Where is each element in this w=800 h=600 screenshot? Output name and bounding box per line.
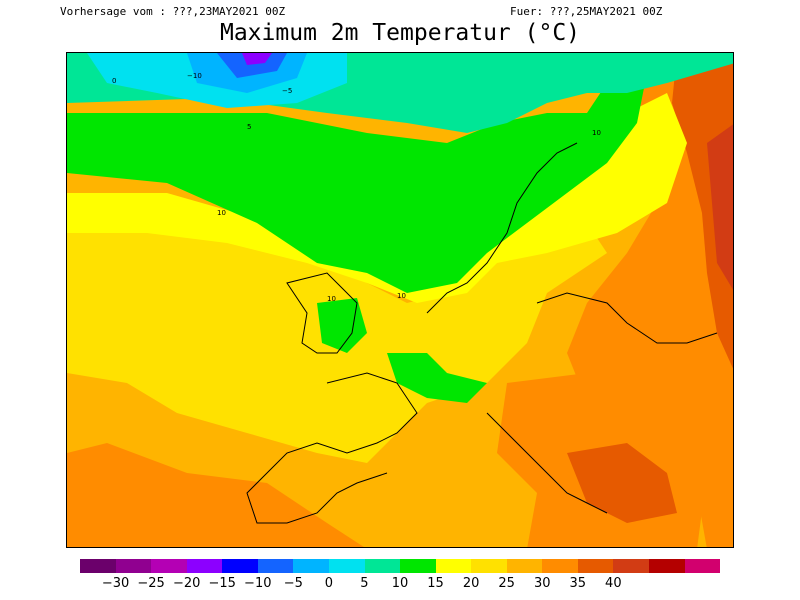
isoline-label: −5 xyxy=(282,87,292,95)
color-scale-label: −20 xyxy=(172,576,201,591)
color-scale-swatch xyxy=(400,559,436,573)
color-scale-swatch xyxy=(328,559,365,573)
color-scale-label: 5 xyxy=(360,576,369,591)
color-scale-swatch xyxy=(364,559,401,573)
field-30-35-east xyxy=(672,53,733,369)
color-scale-swatch xyxy=(577,559,614,573)
isoline-label: 10 xyxy=(592,129,601,137)
color-scale-swatch xyxy=(649,559,685,573)
field-5-10-alps xyxy=(387,353,487,403)
color-scale-swatch xyxy=(613,559,649,573)
color-scale-label: −5 xyxy=(283,576,303,591)
field-35-40-east xyxy=(707,124,733,290)
color-scale-labels: −30 −25 −20 −15 −10 −5 0 5 10 15 20 25 30 35 40 xyxy=(80,576,720,592)
color-scale-swatch xyxy=(151,559,187,573)
color-scale-label: 0 xyxy=(324,576,334,591)
color-scale-swatch xyxy=(542,559,578,573)
map-title: Maximum 2m Temperatur (°C) xyxy=(219,20,581,46)
color-scale-label: 15 xyxy=(427,576,444,591)
isoline-label: 0 xyxy=(112,77,116,85)
field-5-10-britain xyxy=(317,298,367,353)
field-25-30-east xyxy=(567,53,733,547)
color-scale-swatch xyxy=(506,559,543,573)
color-scale-swatch xyxy=(471,559,507,573)
color-scale xyxy=(80,559,721,573)
color-scale-swatch xyxy=(257,559,294,573)
color-scale-swatch xyxy=(293,559,329,573)
color-scale-label: −10 xyxy=(244,576,272,591)
isoline-label: 5 xyxy=(247,123,251,131)
color-scale-swatch xyxy=(684,559,721,573)
isoline-label: 10 xyxy=(217,209,226,217)
coastline xyxy=(246,142,718,524)
temperature-map: 0 −5 −10 5 10 10 10 10 xyxy=(66,52,734,548)
color-scale-label: 20 xyxy=(462,576,480,591)
color-scale-swatch xyxy=(80,559,116,573)
isoline-label: 10 xyxy=(327,295,336,303)
color-scale-label: 10 xyxy=(391,576,409,591)
color-scale-swatch xyxy=(222,559,258,573)
isoline-label: 10 xyxy=(397,292,406,300)
color-scale-label: 25 xyxy=(498,576,515,591)
color-scale-label: 35 xyxy=(569,576,587,591)
field-25-30-iberia xyxy=(67,443,364,547)
color-scale-label: −25 xyxy=(137,576,165,591)
color-scale-swatch xyxy=(435,559,472,573)
valid-time-label: Fuer: ???,25MAY2021 00Z xyxy=(510,5,663,18)
color-scale-label: −30 xyxy=(101,576,130,591)
field-minus15-minus10 xyxy=(217,53,287,78)
color-scale-swatch xyxy=(115,559,152,573)
field-30-35-southeast xyxy=(567,443,677,523)
forecast-run-label: Vorhersage vom : ???,23MAY2021 00Z xyxy=(60,5,286,18)
field-minus20-minus15 xyxy=(242,53,272,65)
color-scale-swatch xyxy=(186,559,223,573)
isoline-label: −10 xyxy=(187,72,202,80)
color-scale-label: −15 xyxy=(208,576,236,591)
field-5-10 xyxy=(67,73,647,293)
color-scale-label: 40 xyxy=(605,576,622,591)
color-scale-label: 30 xyxy=(533,576,551,591)
field-10-15 xyxy=(67,93,687,303)
